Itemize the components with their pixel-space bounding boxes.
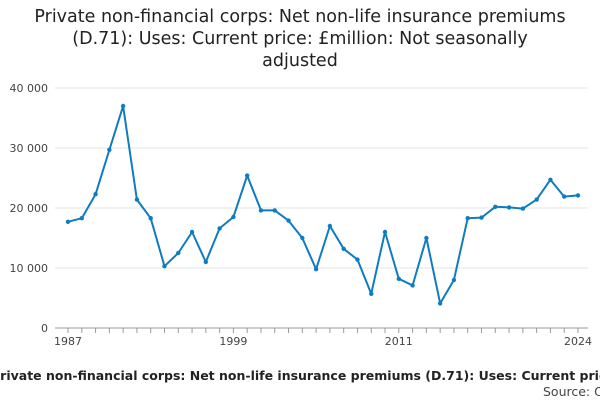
data-point	[451, 277, 457, 283]
chart-title-line-2: (D.71): Uses: Current price: £million: N…	[72, 29, 528, 49]
data-point	[506, 205, 512, 210]
data-point	[327, 223, 333, 229]
data-point	[382, 229, 388, 235]
data-point	[520, 206, 526, 211]
series-line	[67, 105, 579, 305]
data-point	[465, 216, 470, 221]
footer-source-container: Source: Office for National Statistics	[0, 384, 600, 400]
data-point	[369, 291, 374, 296]
data-point	[93, 192, 98, 197]
data-point	[217, 226, 222, 231]
data-point	[120, 103, 126, 109]
data-point	[479, 215, 484, 220]
data-point	[244, 173, 250, 178]
data-point	[65, 219, 71, 224]
data-point	[396, 276, 402, 281]
data-point	[79, 216, 84, 221]
footer-source-label: Source: Office for National Statistics	[543, 384, 600, 399]
footer-series-label-container: Private non-financial corps: Net non-lif…	[0, 368, 600, 386]
y-tick-label: 0	[41, 322, 48, 335]
data-point	[548, 177, 553, 182]
data-point	[231, 214, 236, 220]
y-tick-label: 20 000	[10, 202, 49, 215]
x-tick-label: 1987	[54, 335, 82, 348]
data-point	[575, 193, 581, 198]
data-point	[258, 208, 264, 213]
data-point	[189, 229, 195, 235]
data-point	[107, 147, 112, 152]
data-point	[134, 197, 140, 202]
data-point	[148, 216, 153, 221]
data-point	[437, 301, 443, 306]
y-tick-label: 40 000	[10, 82, 49, 95]
data-point	[355, 257, 360, 262]
chart-title: Private non-financial corps: Net non-lif…	[0, 6, 600, 72]
data-point	[313, 267, 319, 272]
y-tick-label: 30 000	[10, 142, 49, 155]
y-tick-label: 10 000	[10, 262, 49, 275]
data-point	[272, 208, 277, 213]
data-point	[300, 235, 305, 241]
data-point	[424, 235, 429, 241]
data-point	[203, 259, 209, 265]
data-point	[286, 218, 291, 223]
data-point	[341, 246, 346, 251]
data-point	[534, 197, 539, 202]
data-point	[162, 264, 167, 269]
x-tick-label: 2024	[564, 335, 592, 348]
chart-title-line-3: adjusted	[262, 51, 338, 71]
chart-title-line-1: Private non-financial corps: Net non-lif…	[34, 7, 566, 27]
data-point	[410, 283, 415, 288]
data-point	[176, 250, 181, 256]
footer-series-label: Private non-financial corps: Net non-lif…	[0, 368, 600, 383]
x-tick-label: 2011	[385, 335, 413, 348]
x-tick-label: 1999	[219, 335, 247, 348]
data-point	[493, 204, 498, 209]
data-point	[562, 194, 567, 199]
